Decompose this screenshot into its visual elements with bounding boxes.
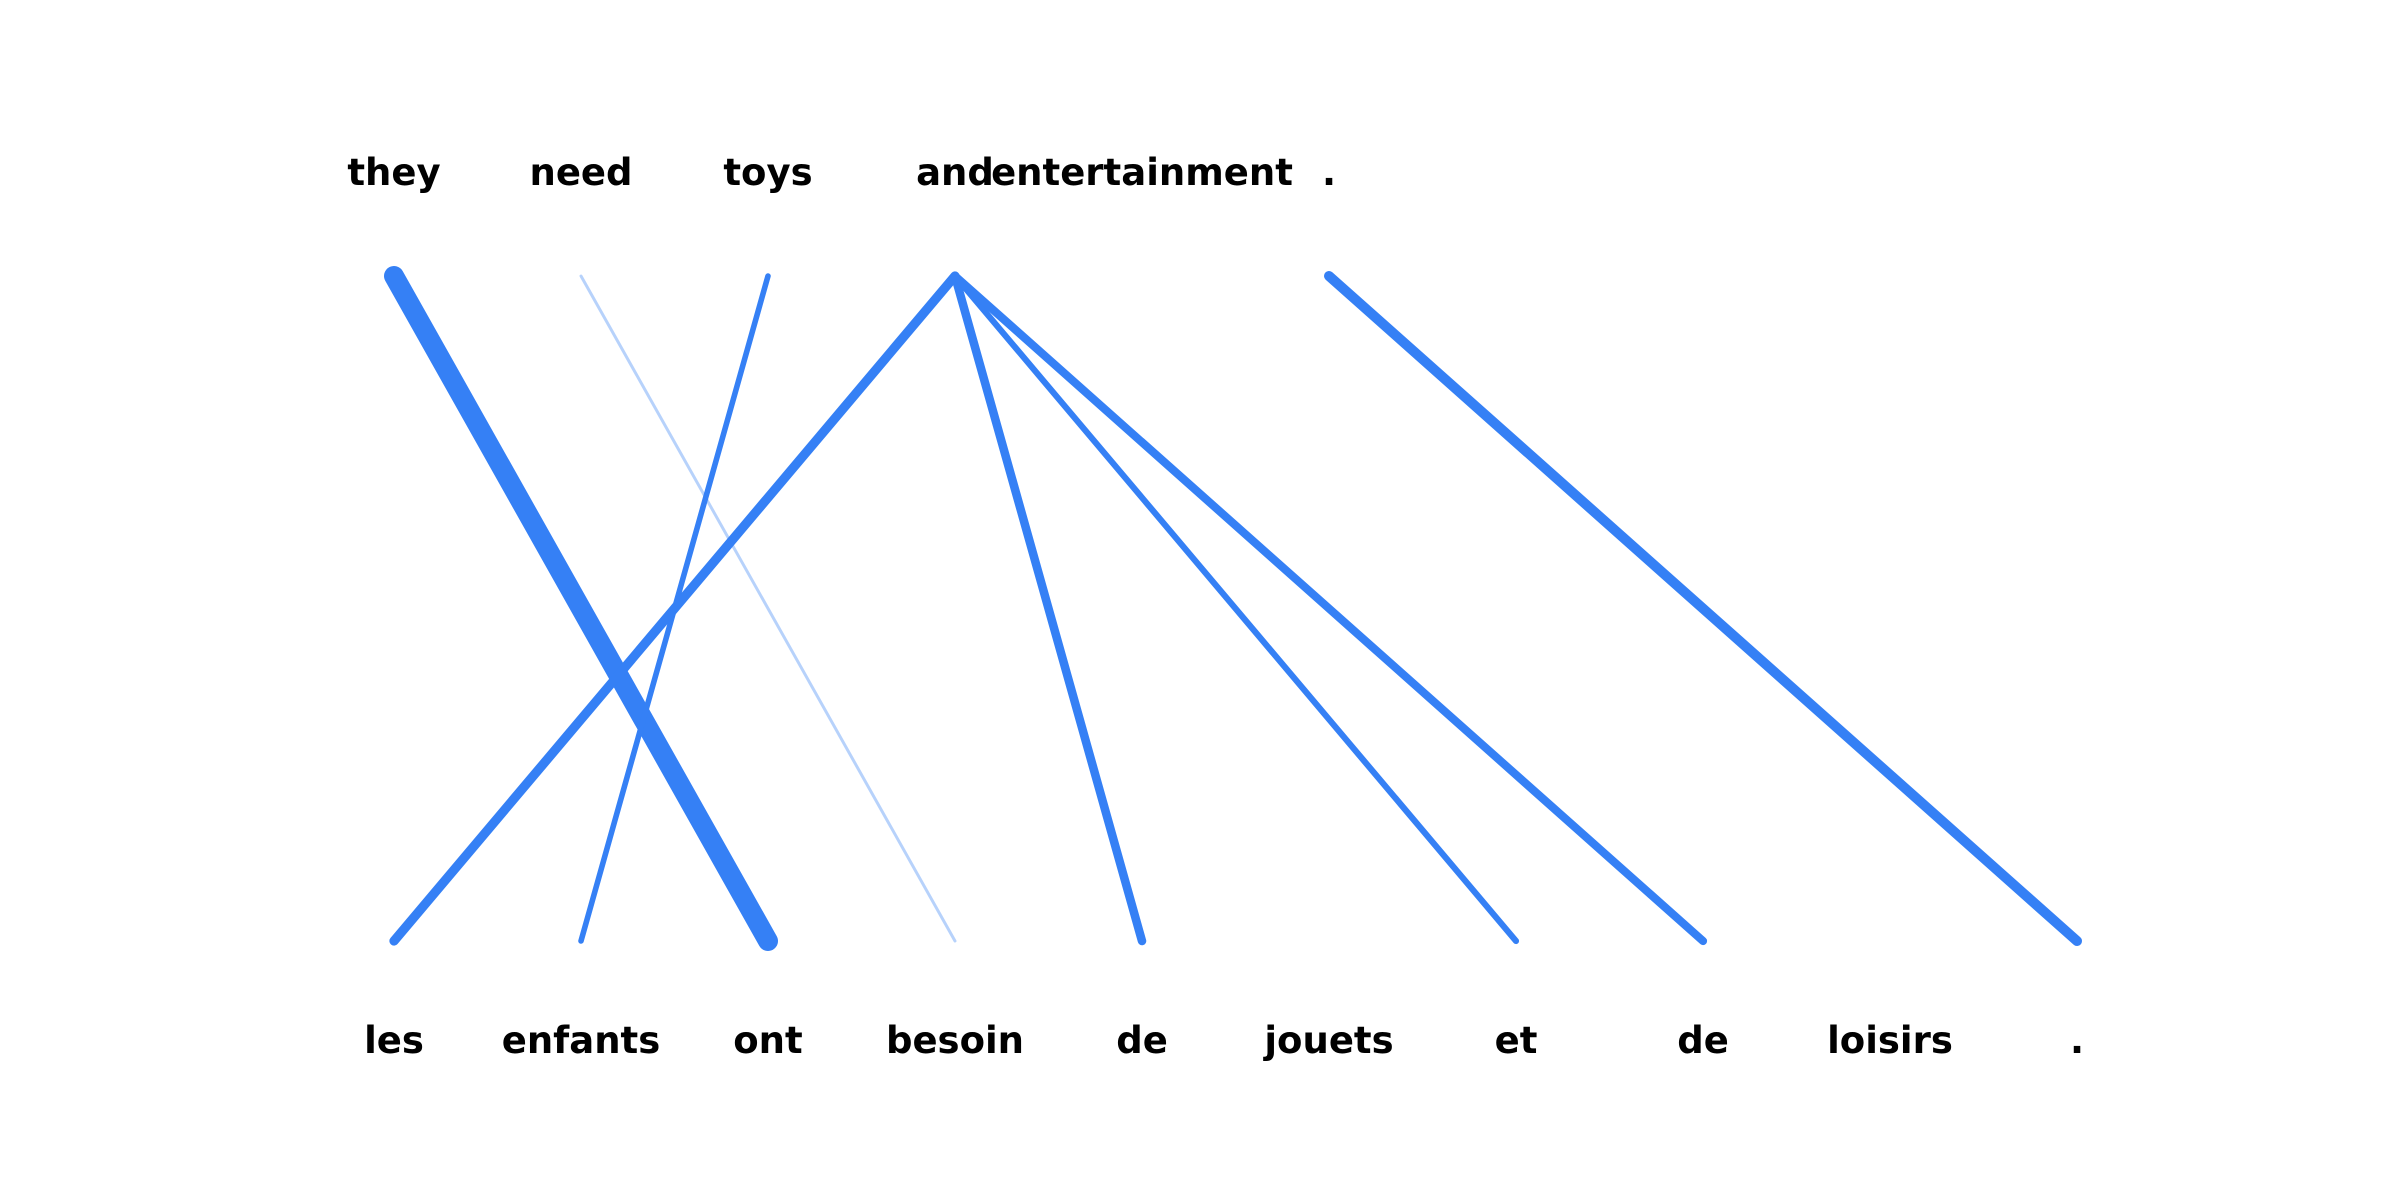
target-token-9: .	[2070, 1019, 2084, 1062]
alignment-line-7	[1323, 270, 2083, 947]
alignment-line-5	[951, 272, 1520, 945]
source-token-1: need	[529, 151, 632, 194]
alignment-line-6	[950, 271, 1708, 946]
alignment-line-3	[389, 271, 960, 946]
target-token-0: les	[364, 1019, 424, 1062]
source-token-5: .	[1322, 151, 1336, 194]
target-token-4: de	[1116, 1019, 1168, 1062]
alignment-lines	[384, 266, 2083, 951]
target-token-6: et	[1495, 1019, 1538, 1062]
target-token-1: enfants	[502, 1019, 661, 1062]
target-token-2: ont	[733, 1019, 802, 1062]
source-token-2: toys	[723, 151, 812, 194]
target-token-5: jouets	[1262, 1019, 1393, 1062]
alignment-line-1	[579, 274, 957, 943]
source-token-4: entertainment	[991, 151, 1293, 194]
source-token-3: and	[916, 151, 994, 194]
target-token-7: de	[1677, 1019, 1729, 1062]
target-token-8: loisirs	[1827, 1019, 1953, 1062]
alignment-line-0	[384, 266, 778, 951]
alignment-line-4	[950, 271, 1147, 946]
target-token-3: besoin	[886, 1019, 1024, 1062]
source-token-0: they	[347, 151, 440, 194]
target-tokens: les enfants ont besoin de jouets et de loisirs.	[364, 1019, 2084, 1062]
